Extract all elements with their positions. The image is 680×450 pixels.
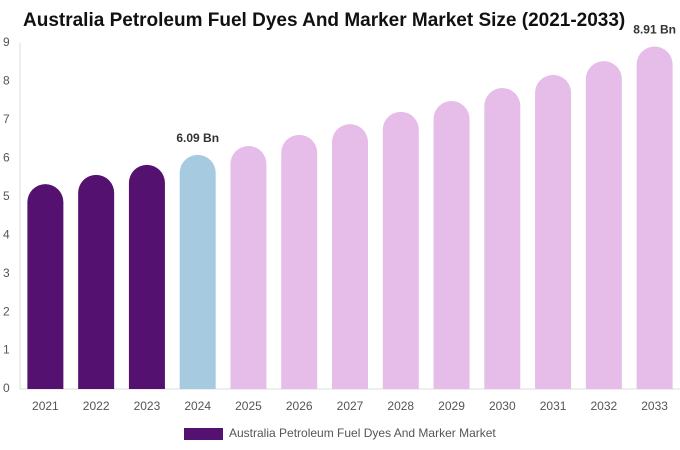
chart-title: Australia Petroleum Fuel Dyes And Marker… (23, 10, 625, 31)
y-tick-label: 8 (3, 74, 10, 88)
x-tick-label: 2026 (286, 399, 313, 413)
y-tick-label: 9 (3, 35, 10, 49)
y-tick-label: 3 (3, 266, 10, 280)
bar (78, 174, 115, 389)
bar (128, 164, 165, 389)
bar (281, 134, 318, 389)
x-tick-label: 2031 (540, 399, 567, 413)
bar (27, 184, 64, 389)
x-tick-label: 2025 (235, 399, 262, 413)
bar (230, 146, 267, 389)
data-label: 6.09 Bn (176, 131, 219, 145)
x-tick-label: 2028 (387, 399, 414, 413)
legend-swatch (184, 428, 223, 440)
x-tick-label: 2023 (134, 399, 161, 413)
legend-label: Australia Petroleum Fuel Dyes And Marker… (229, 426, 496, 440)
bar (179, 154, 216, 389)
bar (433, 101, 470, 389)
y-tick-label: 2 (3, 304, 10, 318)
y-tick-label: 6 (3, 151, 10, 165)
bar (636, 46, 673, 390)
y-tick-label: 4 (3, 227, 10, 241)
y-tick-label: 0 (3, 381, 10, 395)
x-tick-label: 2021 (32, 399, 59, 413)
x-tick-label: 2024 (184, 399, 211, 413)
bar (382, 111, 419, 389)
x-tick-label: 2030 (489, 399, 516, 413)
bar (332, 124, 368, 389)
x-tick-label: 2022 (83, 399, 110, 413)
x-tick-label: 2029 (438, 399, 465, 413)
bar (535, 74, 572, 390)
y-tick-label: 7 (3, 112, 10, 126)
y-tick-label: 5 (3, 189, 10, 203)
x-tick-label: 2027 (337, 399, 364, 413)
y-tick-label: 1 (3, 343, 10, 357)
data-label: 8.91 Bn (633, 23, 676, 37)
bar (585, 61, 622, 390)
bar (484, 87, 521, 389)
x-tick-label: 2033 (641, 399, 668, 413)
x-tick-label: 2032 (590, 399, 617, 413)
